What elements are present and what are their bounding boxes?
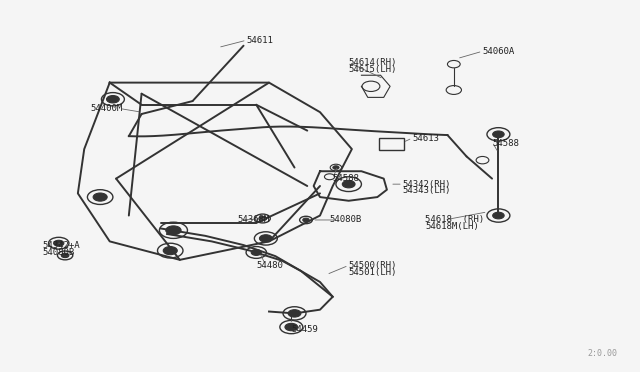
Circle shape xyxy=(324,174,335,180)
Circle shape xyxy=(362,81,380,92)
Text: 54618  (RH): 54618 (RH) xyxy=(425,215,484,224)
Circle shape xyxy=(330,164,342,171)
Circle shape xyxy=(61,253,69,258)
Text: 54080B: 54080B xyxy=(330,215,362,224)
Text: 54080B: 54080B xyxy=(43,248,75,257)
Circle shape xyxy=(285,323,298,331)
Circle shape xyxy=(336,177,362,192)
Circle shape xyxy=(447,61,460,68)
Circle shape xyxy=(163,247,177,255)
Circle shape xyxy=(300,216,312,224)
Circle shape xyxy=(251,250,261,256)
Text: 54343(LH): 54343(LH) xyxy=(403,186,451,195)
Circle shape xyxy=(493,212,504,219)
Circle shape xyxy=(106,96,119,103)
Circle shape xyxy=(446,86,461,94)
Circle shape xyxy=(280,320,303,334)
Circle shape xyxy=(254,232,277,245)
Text: 54588: 54588 xyxy=(492,139,519,148)
Text: 54501(LH): 54501(LH) xyxy=(349,267,397,276)
Circle shape xyxy=(159,222,188,238)
Text: 54500(RH): 54500(RH) xyxy=(349,261,397,270)
Circle shape xyxy=(487,209,510,222)
Circle shape xyxy=(342,180,355,188)
Text: 54400M: 54400M xyxy=(91,104,123,113)
Text: 2:0.00: 2:0.00 xyxy=(588,350,618,359)
Circle shape xyxy=(288,310,301,317)
Circle shape xyxy=(101,93,124,106)
Circle shape xyxy=(259,235,272,242)
Text: 54588: 54588 xyxy=(333,174,360,183)
Text: 54618M(LH): 54618M(LH) xyxy=(425,222,479,231)
Circle shape xyxy=(58,251,73,260)
Circle shape xyxy=(487,128,510,141)
Text: 54613: 54613 xyxy=(412,134,439,142)
Text: 54459: 54459 xyxy=(291,326,318,334)
Circle shape xyxy=(54,240,64,246)
FancyBboxPatch shape xyxy=(380,138,404,150)
Text: 54342(RH): 54342(RH) xyxy=(403,180,451,189)
Text: 54368M: 54368M xyxy=(237,215,269,224)
Circle shape xyxy=(259,216,266,221)
Text: 54480: 54480 xyxy=(256,261,283,270)
Text: 54342+A: 54342+A xyxy=(43,241,81,250)
Circle shape xyxy=(255,214,270,223)
Circle shape xyxy=(93,193,107,201)
Text: 54060A: 54060A xyxy=(483,47,515,56)
Circle shape xyxy=(157,243,183,258)
Circle shape xyxy=(476,157,489,164)
Circle shape xyxy=(333,166,339,169)
Circle shape xyxy=(49,237,69,249)
Circle shape xyxy=(283,307,306,320)
Text: 54611: 54611 xyxy=(246,36,273,45)
Text: 54615(LH): 54615(LH) xyxy=(349,65,397,74)
Circle shape xyxy=(493,131,504,138)
Circle shape xyxy=(303,218,309,222)
Circle shape xyxy=(88,190,113,205)
Circle shape xyxy=(246,247,266,259)
Circle shape xyxy=(166,226,181,235)
Text: 54614(RH): 54614(RH) xyxy=(349,58,397,67)
